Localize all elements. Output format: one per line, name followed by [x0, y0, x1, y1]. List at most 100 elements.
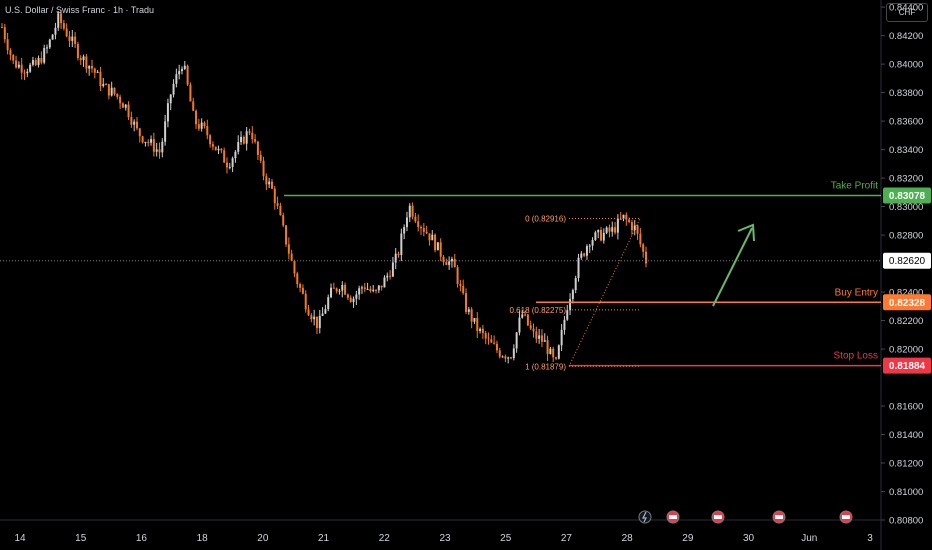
- x-tick-label: 27: [561, 533, 573, 544]
- candle-body: [3, 27, 6, 40]
- x-tick-label: 14: [14, 533, 26, 544]
- y-tick-label: 0.81200: [889, 459, 923, 470]
- candle-body: [40, 58, 43, 63]
- candle-body: [26, 71, 29, 74]
- candle-body: [144, 141, 147, 143]
- projection-arrow-head: [737, 223, 755, 242]
- candle-body: [616, 218, 619, 233]
- candle-body: [594, 232, 597, 241]
- candle-body: [330, 287, 333, 298]
- candle-body: [346, 294, 349, 298]
- candle-body: [420, 227, 423, 229]
- candle-body: [293, 260, 296, 274]
- candle-body: [602, 232, 605, 241]
- candle-body: [453, 258, 456, 268]
- candle-body: [175, 74, 178, 84]
- y-tick-label: 0.83400: [889, 145, 923, 156]
- candle-body: [397, 253, 400, 255]
- candle-body: [380, 285, 383, 288]
- us-flag-icon: [839, 510, 853, 524]
- candle-body: [62, 23, 65, 29]
- level-name: Take Profit: [831, 180, 878, 191]
- candle-body: [560, 329, 563, 346]
- candle-body: [189, 84, 192, 102]
- us-flag-icon: [666, 510, 680, 524]
- candle-body: [369, 289, 372, 292]
- candle-body: [459, 284, 462, 286]
- candle-body: [287, 244, 290, 254]
- candle-body: [135, 121, 138, 129]
- candle-body: [580, 253, 583, 258]
- candle-body: [273, 188, 276, 204]
- x-tick-label: 20: [257, 533, 269, 544]
- candle-body: [279, 205, 282, 216]
- candle-body: [431, 234, 434, 241]
- candle-body: [270, 181, 273, 189]
- y-tick-label: 0.82400: [889, 288, 923, 299]
- candle-body: [563, 319, 566, 330]
- candle-body: [555, 357, 558, 359]
- candle-body: [79, 57, 82, 61]
- candle-body: [296, 273, 299, 285]
- candle-body: [529, 325, 532, 329]
- candle-body: [152, 139, 155, 152]
- candle-body: [352, 298, 355, 303]
- candle-body: [116, 93, 119, 97]
- candle-body: [448, 261, 451, 265]
- candle-body: [484, 333, 487, 339]
- candle-body: [71, 36, 74, 41]
- candle-body: [313, 316, 316, 320]
- level-badge: [883, 357, 931, 374]
- candle-body: [391, 262, 394, 277]
- candle-body: [285, 225, 288, 245]
- lightning-icon: [638, 510, 652, 524]
- y-tick-label: 0.80800: [889, 516, 923, 527]
- candle-body: [557, 345, 560, 359]
- y-tick-label: 0.81600: [889, 402, 923, 413]
- candle-body: [107, 84, 110, 96]
- candle-body: [591, 240, 594, 246]
- y-tick-label: 0.84200: [889, 31, 923, 42]
- candle-body: [543, 340, 546, 342]
- candle-body: [304, 293, 307, 310]
- y-tick-label: 0.84000: [889, 60, 923, 71]
- us-flag-icon: [711, 510, 725, 524]
- candle-body: [127, 104, 130, 118]
- candle-body: [301, 287, 304, 294]
- candle-body: [377, 285, 380, 291]
- y-tick-label: 0.83800: [889, 88, 923, 99]
- candle-body: [17, 64, 20, 68]
- level-name: Buy Entry: [835, 287, 878, 298]
- candle-body: [456, 267, 459, 285]
- candle-body: [338, 290, 341, 292]
- candle-body: [526, 314, 529, 326]
- x-tick-label: 23: [439, 533, 451, 544]
- candle-body: [495, 343, 498, 351]
- candle-body: [276, 203, 279, 206]
- candle-body: [315, 316, 318, 329]
- candle-body: [585, 246, 588, 256]
- candle-body: [383, 277, 386, 288]
- candle-body: [510, 357, 513, 359]
- candle-body: [6, 39, 9, 51]
- candle-body: [611, 227, 614, 232]
- us-flag-icon: [772, 510, 786, 524]
- candle-body: [442, 256, 445, 263]
- candle-body: [102, 84, 105, 86]
- candle-body: [389, 275, 392, 277]
- candle-body: [307, 309, 310, 316]
- flag-stripes: [842, 515, 850, 519]
- candle-body: [164, 121, 167, 142]
- candle-body: [130, 117, 133, 125]
- candle-body: [211, 144, 214, 147]
- candle-body: [414, 216, 417, 222]
- candle-body: [138, 128, 141, 137]
- candle-body: [225, 162, 228, 168]
- candle-body: [228, 166, 231, 168]
- candle-body: [214, 146, 217, 151]
- candle-body: [223, 150, 226, 163]
- currency-button[interactable]: CHF: [886, 3, 928, 22]
- current-price-badge: [883, 252, 931, 269]
- candle-body: [507, 357, 510, 359]
